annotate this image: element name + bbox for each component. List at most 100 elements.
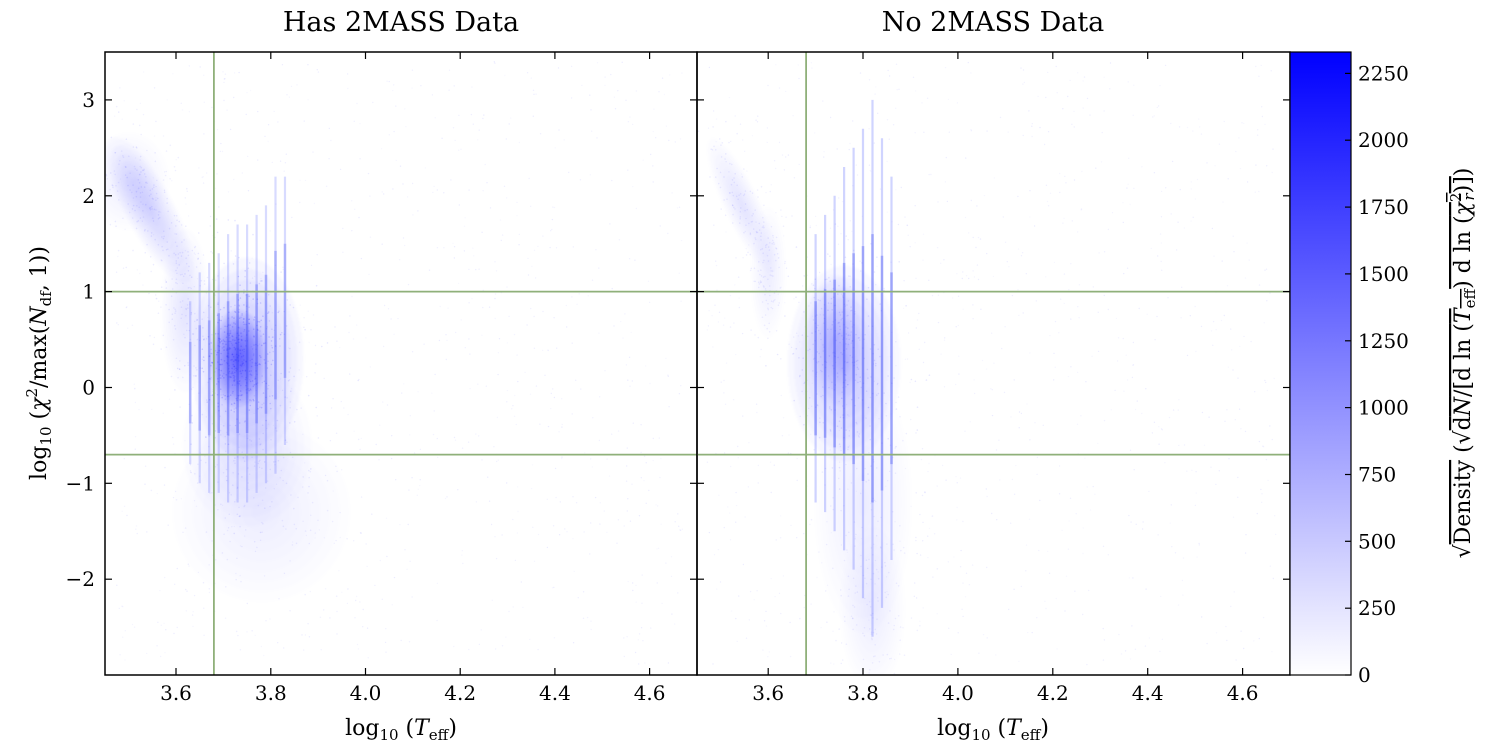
density-speckle (323, 609, 325, 611)
density-speckle (1237, 476, 1239, 479)
density-point (834, 223, 837, 225)
density-speckle (996, 519, 998, 521)
density-speckle (399, 165, 402, 167)
density-point (236, 356, 239, 359)
density-point (232, 339, 234, 341)
density-speckle (770, 184, 772, 186)
density-point (234, 342, 237, 344)
density-point (221, 347, 224, 349)
density-point (733, 206, 735, 209)
density-speckle (446, 340, 447, 341)
density-point (768, 322, 770, 325)
x-tick-label: 4.4 (539, 681, 571, 705)
density-speckle (273, 110, 275, 113)
density-speckle (640, 451, 642, 454)
density-speckle (1161, 242, 1162, 243)
density-point (149, 207, 152, 209)
density-point (227, 443, 230, 446)
density-point (217, 301, 219, 304)
density-point (852, 577, 855, 580)
density-point (869, 669, 871, 671)
density-speckle (566, 326, 568, 328)
colorbar-gradient (1289, 51, 1352, 676)
density-speckle (596, 137, 598, 139)
density-point (238, 506, 240, 509)
density-speckle (209, 492, 211, 495)
density-speckle (546, 546, 549, 549)
density-point (799, 374, 801, 377)
density-point (801, 334, 804, 337)
density-point (245, 360, 247, 363)
density-speckle (356, 324, 358, 326)
density-speckle (401, 392, 403, 394)
density-point (208, 588, 211, 590)
density-point (270, 438, 272, 441)
density-speckle (1082, 107, 1084, 109)
density-speckle (206, 172, 208, 174)
density-point (229, 540, 231, 543)
density-speckle (122, 217, 124, 219)
density-point (242, 355, 245, 357)
density-speckle (611, 287, 613, 290)
density-speckle (742, 415, 744, 417)
density-speckle (513, 415, 516, 417)
density-point (182, 531, 184, 534)
density-point (209, 355, 211, 357)
density-speckle (1157, 534, 1159, 536)
density-point (845, 338, 848, 340)
density-point (841, 397, 843, 400)
density-speckle (755, 221, 757, 223)
density-point (853, 606, 856, 608)
density-point (259, 330, 261, 332)
density-speckle (926, 97, 929, 100)
density-speckle (481, 231, 483, 233)
density-speckle (160, 624, 162, 626)
density-speckle (194, 253, 196, 256)
density-point (838, 466, 841, 469)
density-speckle (796, 457, 798, 460)
density-speckle (467, 441, 470, 443)
density-speckle (893, 658, 896, 661)
density-speckle (320, 649, 322, 651)
density-point (866, 368, 869, 371)
density-speckle (823, 151, 824, 152)
density-point (149, 335, 151, 337)
density-point (916, 629, 919, 632)
density-point (258, 282, 261, 285)
density-speckle (626, 447, 628, 449)
density-point (150, 489, 153, 492)
density-speckle (914, 205, 916, 207)
density-point (215, 383, 218, 385)
density-speckle (1018, 314, 1020, 317)
density-point (265, 327, 268, 330)
density-point (245, 382, 248, 384)
x-tick-label: 4.2 (1037, 681, 1069, 705)
density-point (263, 359, 266, 361)
density-speckle (780, 286, 782, 288)
density-speckle (375, 443, 377, 446)
density-point (220, 358, 223, 361)
density-speckle (386, 80, 388, 82)
density-speckle (1007, 131, 1009, 133)
density-speckle (1258, 284, 1261, 286)
density-speckle (1227, 178, 1229, 180)
density-point (205, 531, 208, 533)
density-point (140, 171, 142, 173)
density-point (241, 339, 243, 342)
density-speckle (943, 386, 946, 388)
density-speckle (233, 72, 236, 74)
density-point (304, 593, 307, 596)
density-speckle (1045, 607, 1047, 610)
density-speckle (475, 433, 477, 435)
density-speckle (774, 299, 776, 301)
density-speckle (159, 590, 160, 591)
density-speckle (1191, 188, 1192, 189)
density-speckle (578, 293, 580, 295)
density-point (238, 338, 240, 341)
density-speckle (227, 527, 230, 529)
density-speckle (539, 133, 542, 135)
density-speckle (455, 331, 457, 334)
density-speckle (643, 160, 644, 161)
density-point (893, 377, 895, 379)
density-speckle (461, 550, 463, 552)
